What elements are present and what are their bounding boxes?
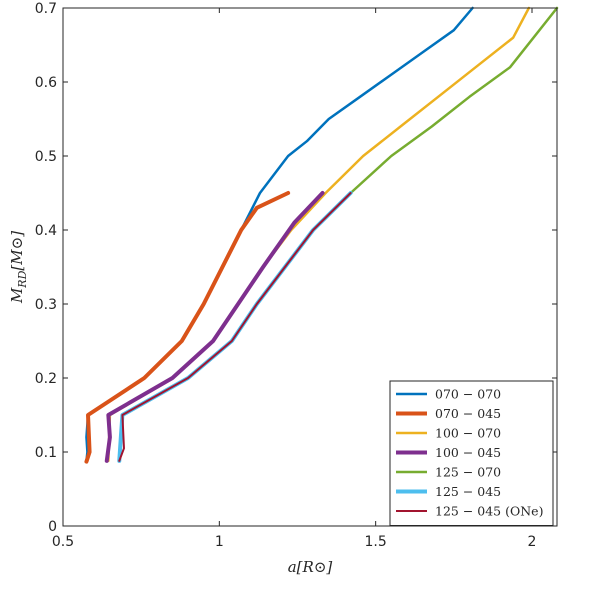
series-line-3 (104, 191, 325, 463)
y-tick-label: 0.1 (35, 445, 57, 461)
legend-entry-1: 070 − 045 (435, 406, 501, 421)
y-axis-label: MRD[M⊙] (8, 231, 29, 304)
x-tick-label: 1 (215, 534, 224, 550)
x-axis-label: a[R⊙] (288, 558, 333, 576)
series-layer (84, 6, 559, 464)
y-tick-label: 0.2 (35, 371, 57, 387)
legend-entry-2: 100 − 070 (435, 426, 501, 441)
y-tick-label: 0.3 (35, 297, 57, 313)
y-tick-label: 0.4 (35, 223, 57, 239)
legend-entry-6: 125 − 045 (ONe) (435, 504, 543, 519)
y-tick-label: 0 (48, 519, 57, 535)
legend-entry-5: 125 − 045 (435, 484, 501, 499)
y-tick-label: 0.7 (35, 1, 57, 17)
legend-entry-0: 070 − 070 (435, 387, 501, 402)
y-tick-label: 0.5 (35, 149, 57, 165)
x-tick-label: 1.5 (365, 534, 387, 550)
axes-layer: 0.5 1 1.5 2 0 0.1 0.2 0.3 0.4 0.5 0.6 0.7 (35, 1, 558, 550)
x-tick-label: 0.5 (52, 534, 74, 550)
axes-frame (62, 7, 558, 527)
legend-entry-3: 100 − 045 (435, 445, 501, 460)
y-tick-label: 0.6 (35, 75, 57, 91)
legend: 070 − 070 070 − 045 100 − 070 100 − 045 125 … (389, 380, 554, 526)
legend-entry-4: 125 − 070 (435, 465, 501, 480)
x-tick-label: 2 (528, 534, 537, 550)
series-line-6 (118, 192, 352, 462)
series-line-1 (84, 191, 291, 464)
